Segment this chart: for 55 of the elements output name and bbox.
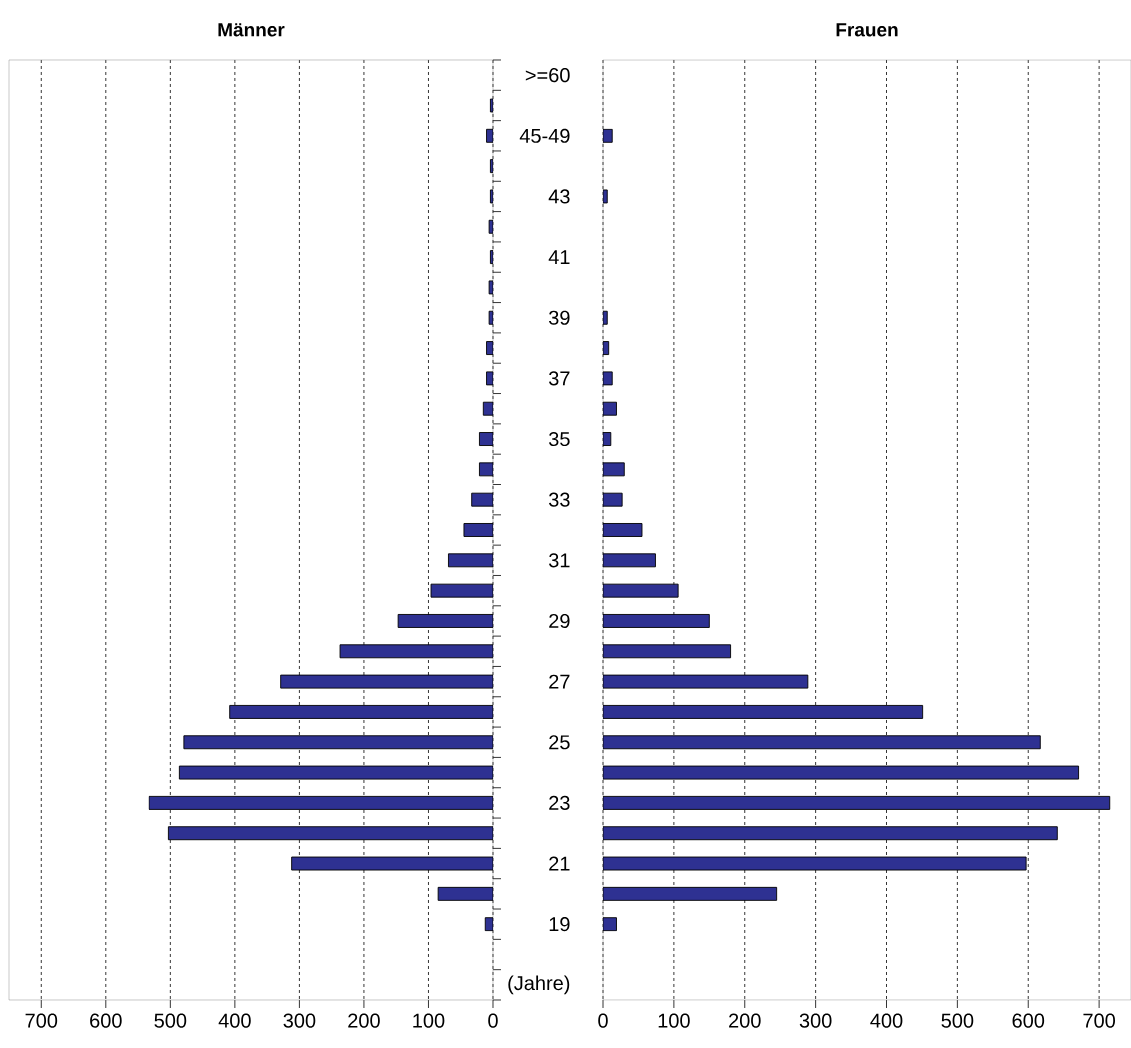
x-tick-label: 700 [25, 1013, 58, 1028]
chart-title: Frauen [836, 23, 898, 37]
bar [603, 886, 778, 901]
bar [603, 795, 1111, 810]
y-tick-label: 41 [548, 250, 570, 264]
bar [482, 401, 493, 416]
y-tick-label: (Jahre) [508, 975, 570, 995]
y-tick-label: >=60 [525, 68, 570, 83]
x-tick-label: 0 [598, 1013, 608, 1028]
bar [471, 492, 493, 507]
x-tick-label: 500 [154, 1013, 187, 1028]
bar [488, 219, 493, 234]
bar [603, 614, 710, 628]
bar [603, 704, 924, 719]
x-tick-label: 400 [218, 1013, 251, 1028]
bar [437, 886, 493, 901]
y-tick-label: 29 [549, 613, 570, 629]
bar [463, 523, 493, 537]
x-tick-label: 600 [90, 1013, 122, 1028]
bar [603, 735, 1041, 750]
y-tick-label: 45-49 [519, 128, 570, 143]
y-tick-label: 25 [549, 735, 570, 750]
x-tick-label: 100 [413, 1013, 445, 1028]
bar [603, 644, 732, 659]
x-tick-label: 200 [348, 1013, 380, 1028]
x-tick-label: 700 [1083, 1013, 1116, 1028]
bar [488, 280, 493, 295]
x-tick-label: 100 [658, 1013, 690, 1028]
y-tick-label: 35 [548, 431, 570, 447]
y-tick-label: 37 [548, 371, 570, 386]
bar [479, 432, 493, 446]
bar [479, 462, 493, 477]
bar [448, 553, 493, 568]
bar [488, 310, 493, 325]
y-tick-label: 33 [548, 492, 570, 507]
bar [178, 765, 493, 780]
bar [603, 826, 1058, 841]
y-tick-label: 23 [549, 795, 570, 810]
y-tick-label: 43 [548, 189, 570, 204]
x-tick-label: 300 [283, 1013, 316, 1028]
x-tick-label: 300 [799, 1013, 832, 1028]
bar [486, 371, 493, 386]
x-tick-label: 0 [488, 1013, 498, 1028]
y-tick-label: 19 [549, 917, 570, 932]
x-tick-label: 400 [870, 1013, 903, 1028]
bar [603, 553, 656, 568]
y-tick-label: 31 [548, 553, 570, 568]
x-tick-label: 200 [729, 1013, 761, 1028]
bar [489, 189, 493, 204]
chart-title: Männer [218, 23, 285, 37]
y-tick-label: 21 [549, 856, 570, 871]
x-tick-label: 500 [941, 1013, 974, 1028]
y-tick-label: 27 [549, 674, 570, 689]
x-tick-label: 600 [1012, 1013, 1045, 1028]
y-tick-label: 39 [548, 310, 570, 325]
